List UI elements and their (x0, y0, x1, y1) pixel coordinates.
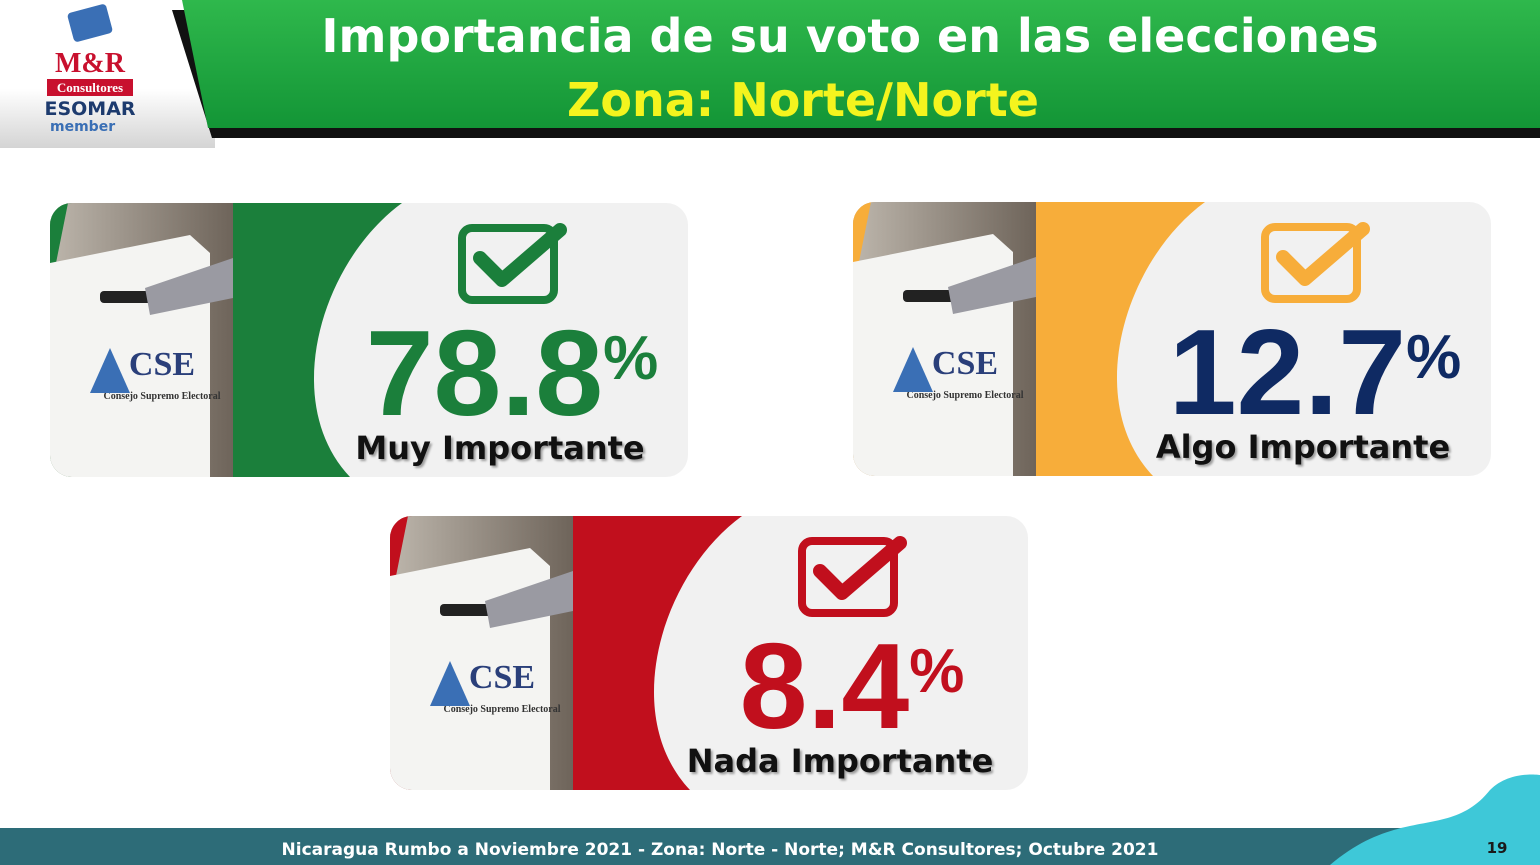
photo-name: Consejo Supremo Electoral (906, 390, 1023, 401)
check-mark (473, 223, 567, 287)
label: Algo Importante (1156, 428, 1450, 466)
value-text: 12.7% (1169, 304, 1462, 440)
card-body: CSE Consejo Supremo Electoral (390, 516, 1028, 790)
photo-acronym: CSE (469, 659, 535, 696)
check-icon (458, 223, 567, 304)
value: 78.8 (366, 305, 603, 441)
unit: % (603, 324, 658, 393)
ballot-paper (145, 258, 233, 315)
card-body: CSE Consejo Supremo Electoral (853, 202, 1491, 476)
photo-emblem (430, 661, 470, 706)
check-icon (798, 536, 907, 617)
card-body: CSE Consejo Supremo Electoral (50, 203, 688, 477)
footer-text: Nicaragua Rumbo a Noviembre 2021 - Zona:… (282, 840, 1159, 860)
photo-emblem (893, 347, 933, 392)
photo-name: Consejo Supremo Electoral (443, 704, 560, 715)
check-box (458, 224, 558, 304)
header-bar (182, 0, 1540, 128)
page-number: 19 (1487, 839, 1508, 857)
value-text: 8.4% (740, 618, 965, 754)
logo-tag: member (50, 119, 115, 135)
label: Nada Importante (687, 742, 994, 780)
footer-bar (0, 828, 1540, 865)
value-text: 78.8% (366, 305, 659, 441)
value: 8.4 (740, 618, 910, 754)
footer-wave (1330, 774, 1540, 865)
photo-acronym: CSE (129, 346, 195, 383)
title: Importancia de su voto en las elecciones (321, 9, 1378, 63)
logo-icon (67, 4, 113, 42)
value: 12.7 (1169, 304, 1406, 440)
logo-brand: M&R (55, 48, 126, 79)
logo-sub: Consultores (57, 80, 123, 95)
ballot-paper (948, 257, 1036, 314)
check-box (798, 537, 898, 617)
check-box (1261, 223, 1361, 303)
check-icon (1261, 222, 1370, 303)
photo-name: Consejo Supremo Electoral (103, 391, 220, 402)
logo-org: ESOMAR (44, 98, 135, 120)
unit: % (909, 637, 964, 706)
subtitle: Zona: Norte/Norte (567, 73, 1039, 127)
ballot-paper (485, 571, 573, 628)
photo-acronym: CSE (932, 345, 998, 382)
photo-emblem (90, 348, 130, 393)
check-mark (813, 536, 907, 600)
label: Muy Importante (355, 429, 644, 467)
unit: % (1406, 323, 1461, 392)
check-mark (1276, 222, 1370, 286)
logo-sub-bg (47, 79, 133, 96)
